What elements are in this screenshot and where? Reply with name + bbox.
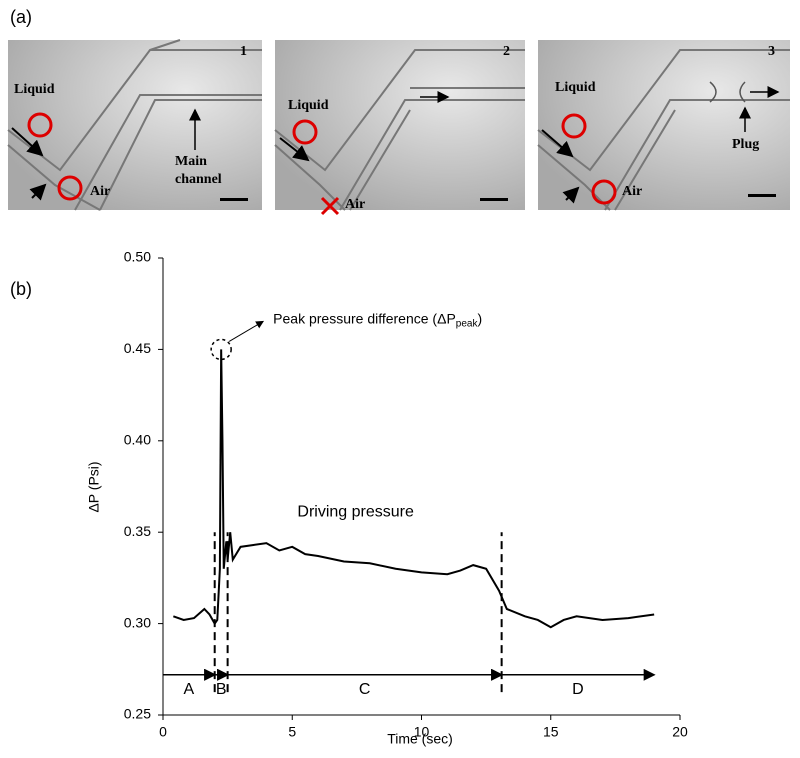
phase-label: A [184,681,195,698]
annotation-sub: peak [456,318,479,329]
image-number: 3 [768,44,775,59]
label: Main [175,154,207,169]
y-tick-label: 0.40 [124,432,151,448]
peak-marker [210,338,232,361]
x-tick-label: 20 [672,724,688,740]
micrograph: 1 Liquid Air Main channel [7,39,262,211]
annotation-arrow [228,320,265,342]
image-number: 1 [240,44,247,59]
x-tick-label: 5 [288,724,296,740]
annotation-text: Peak pressure difference (ΔP [273,310,456,326]
phase-label: B [216,681,227,698]
x-tick-label: 15 [543,724,559,740]
panel-label: (a) [10,7,32,27]
phase-label: C [359,681,371,698]
micrograph: 3 Liquid Air Plug [537,40,790,211]
y-tick-label: 0.45 [124,340,151,356]
phase-label: D [572,681,584,698]
annotation: Driving pressure [297,503,414,520]
micrograph: 2 Liquid Air [274,40,525,216]
annotation: Peak pressure difference (ΔPpeak) [273,310,482,329]
y-axis-label: ΔP (Psi) [86,461,102,512]
x-axis-label: Time (sec) [387,731,453,747]
image-number: 2 [503,44,510,59]
label: Air [345,197,365,212]
label: Liquid [555,80,596,95]
y-tick-label: 0.35 [124,523,151,539]
label: Plug [732,137,759,152]
label: Liquid [288,98,329,113]
x-tick-label: 0 [159,724,167,740]
label: Liquid [14,82,55,97]
y-tick-label: 0.25 [124,706,151,722]
y-tick-label: 0.50 [124,249,151,265]
panel-label: (b) [10,279,32,299]
label: Air [622,184,642,199]
label: Air [90,184,110,199]
label: channel [175,172,222,187]
data-line [173,349,655,629]
y-tick-label: 0.30 [124,614,151,630]
annotation-suffix: ) [477,310,482,326]
x-tick-label: 10 [414,724,430,740]
